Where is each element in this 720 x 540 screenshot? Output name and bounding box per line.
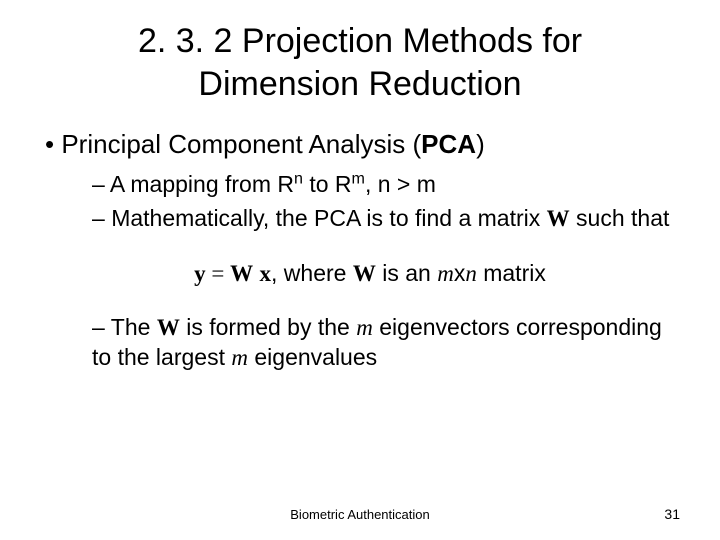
mapping-b: to R bbox=[303, 171, 352, 197]
eq-x: x bbox=[260, 261, 272, 286]
eq-eq: = bbox=[206, 261, 230, 286]
eigen-a: The bbox=[111, 314, 157, 340]
sup-m: m bbox=[352, 169, 365, 187]
mapping-c: , n > m bbox=[365, 171, 436, 197]
eq-isan: is an bbox=[376, 260, 437, 286]
bullet-pca: Principal Component Analysis (PCA) bbox=[45, 129, 680, 160]
eigen-W: W bbox=[157, 315, 180, 340]
pca-label: PCA bbox=[421, 129, 476, 159]
sup-n: n bbox=[294, 169, 303, 187]
eigen-d: eigenvalues bbox=[248, 344, 377, 370]
eq-W1: W bbox=[230, 261, 253, 286]
math-b: such that bbox=[570, 205, 670, 231]
bullet-text-prefix: Principal Component Analysis ( bbox=[61, 129, 421, 159]
footer-center: Biometric Authentication bbox=[0, 507, 720, 522]
eq-matrix: matrix bbox=[477, 260, 546, 286]
eq-W2: W bbox=[353, 261, 376, 286]
eigen-m1: m bbox=[356, 315, 373, 340]
equation-line: y = W x, where W is an mxn matrix bbox=[40, 260, 680, 287]
eq-y: y bbox=[194, 261, 206, 286]
sub-bullet-eigen: The W is formed by the m eigenvectors co… bbox=[92, 313, 680, 373]
sub-bullet-math: Mathematically, the PCA is to find a mat… bbox=[92, 204, 680, 234]
eq-where: where bbox=[284, 260, 353, 286]
eq-n: n bbox=[465, 261, 477, 286]
slide-title: 2. 3. 2 Projection Methods for Dimension… bbox=[40, 20, 680, 105]
eigen-m2: m bbox=[231, 345, 248, 370]
sub-bullet-mapping: A mapping from Rn to Rm, n > m bbox=[92, 170, 680, 200]
page-number: 31 bbox=[664, 506, 680, 522]
mapping-a: A mapping from R bbox=[110, 171, 294, 197]
bullet-text-suffix: ) bbox=[476, 129, 485, 159]
eq-comma: , bbox=[271, 260, 284, 286]
slide: 2. 3. 2 Projection Methods for Dimension… bbox=[0, 0, 720, 540]
math-W: W bbox=[547, 206, 570, 231]
eq-times: x bbox=[454, 260, 466, 286]
eigen-b: is formed by the bbox=[180, 314, 356, 340]
eq-m: m bbox=[437, 261, 454, 286]
math-a: Mathematically, the PCA is to find a mat… bbox=[111, 205, 546, 231]
